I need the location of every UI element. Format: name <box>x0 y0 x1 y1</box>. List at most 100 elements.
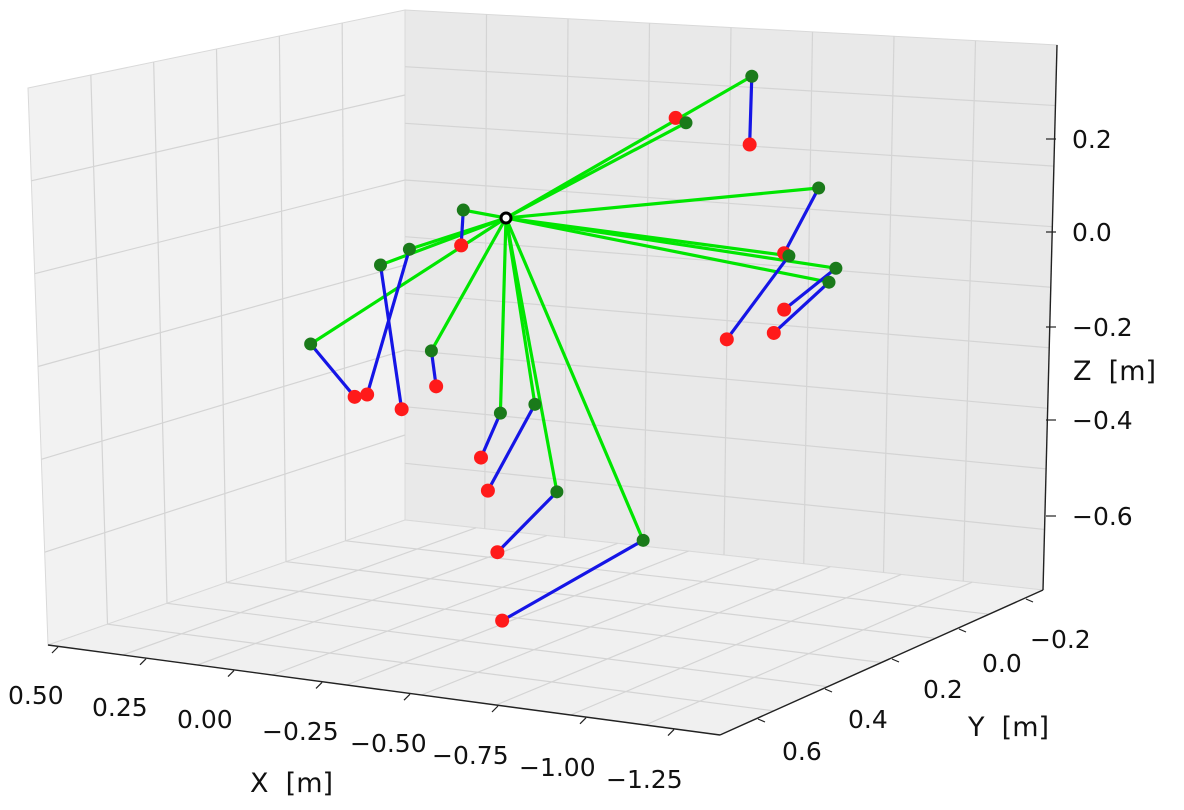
blue-link-line <box>772 281 831 335</box>
left-gridline-z <box>41 349 406 460</box>
back-gridline-x <box>563 18 569 538</box>
green-point <box>745 69 759 83</box>
y-tick-mark <box>891 658 900 663</box>
y-tick-label: −0.2 <box>1030 625 1091 654</box>
y-tick-mark <box>1025 598 1034 603</box>
blue-link-line <box>501 538 644 623</box>
red-point <box>429 379 444 394</box>
green-point <box>424 344 438 358</box>
green-point <box>822 275 836 289</box>
y-tick-mark <box>958 628 967 633</box>
x-tick-label: −1.00 <box>519 753 596 782</box>
floor-gridline-y <box>107 623 774 712</box>
axis-lines <box>47 44 1058 736</box>
blue-link-line <box>378 264 404 410</box>
green-spoke-line <box>504 217 645 541</box>
green-spoke-line <box>505 121 687 220</box>
y-axis-label: Y [m] <box>967 712 1049 743</box>
x-tick-mark <box>667 729 675 737</box>
blue-link-line <box>479 412 502 459</box>
blue-link-line <box>486 403 537 492</box>
green-spoke-line <box>309 216 507 346</box>
floor-gridline-y <box>226 581 882 664</box>
green-spoke-line <box>498 217 508 414</box>
back-gridline-x <box>882 36 895 573</box>
z-tick-label: −0.6 <box>1072 502 1133 531</box>
green-point <box>550 485 564 499</box>
x-tick-label: −0.75 <box>432 741 509 770</box>
x-tick-label: −0.50 <box>350 729 427 758</box>
blue-link-line <box>309 342 356 398</box>
green-spoke-line <box>505 216 837 270</box>
center-point <box>499 211 513 225</box>
y-tick-label: 0.6 <box>782 737 822 766</box>
z-tick-label: 0.2 <box>1072 125 1112 154</box>
green-point <box>528 397 542 411</box>
x-tick-label: −1.25 <box>606 765 683 794</box>
x-axis-line <box>47 644 721 736</box>
blue-link-line <box>748 76 754 145</box>
y-axis-line <box>719 589 1044 736</box>
y-tick-label: 0.4 <box>848 705 888 734</box>
back-gridline-x <box>484 14 488 529</box>
red-point <box>474 450 488 465</box>
z-tick-label: −0.4 <box>1072 406 1133 435</box>
floor-gridline-y <box>285 561 936 639</box>
left-gridline-z <box>37 264 406 368</box>
red-point <box>394 402 409 417</box>
green-point <box>812 181 826 195</box>
green-point <box>402 242 416 256</box>
z-axis-label: Z [m] <box>1073 356 1156 387</box>
back-gridline-x <box>723 27 732 556</box>
green-spoke-line <box>430 217 508 352</box>
red-point <box>347 389 362 404</box>
back-gridline-x <box>643 23 651 547</box>
x-tick-label: 0.50 <box>8 681 64 710</box>
red-point <box>777 302 792 317</box>
data-marks <box>304 69 843 628</box>
green-point <box>374 258 387 272</box>
red-point <box>719 332 734 347</box>
x-tick-label: 0.25 <box>92 693 148 722</box>
y-tick-label: 0.2 <box>923 675 963 704</box>
left-gridline-z <box>44 434 406 553</box>
x-tick-mark <box>491 705 499 713</box>
blue-link-line <box>783 266 837 311</box>
green-spoke-line <box>379 216 507 267</box>
back-gridline-x <box>803 31 814 564</box>
floor-gridline-y <box>166 602 828 688</box>
z-tick-label: −0.2 <box>1072 313 1133 342</box>
red-point <box>766 325 781 340</box>
floor-gridline-y <box>345 540 990 615</box>
tick-labels: 0.50 0.25 0.00 −0.25 −0.50 −0.75 −1.00 −1.25 −0.… <box>8 125 1133 794</box>
blue-link-line <box>496 490 559 554</box>
gridlines <box>31 14 1056 726</box>
green-point <box>829 261 843 275</box>
axis-panes <box>27 9 1058 736</box>
green-point <box>493 406 507 420</box>
y-tick-label: 0.0 <box>982 649 1022 678</box>
green-spoke-line <box>505 216 830 284</box>
green-spoke-line <box>505 74 753 220</box>
green-point <box>782 249 796 263</box>
green-spoke-line <box>463 208 507 220</box>
x-tick-mark <box>579 717 587 725</box>
red-point <box>360 387 375 402</box>
x-tick-mark <box>315 681 323 689</box>
z-tick-label: 0.0 <box>1072 218 1112 247</box>
red-point <box>454 238 469 253</box>
green-point <box>679 116 693 130</box>
red-point <box>490 545 505 560</box>
left-gridline-z <box>31 94 406 182</box>
red-point <box>668 110 683 125</box>
x-tick-mark <box>51 646 59 654</box>
red-point <box>480 483 495 498</box>
green-point <box>636 533 650 547</box>
left-gridline-z <box>34 179 406 275</box>
x-tick-mark <box>227 670 235 678</box>
x-tick-label: 0.00 <box>177 705 233 734</box>
x-axis-label: X [m] <box>250 768 333 799</box>
x-tick-label: −0.25 <box>262 717 339 746</box>
green-spoke-line <box>505 186 819 220</box>
